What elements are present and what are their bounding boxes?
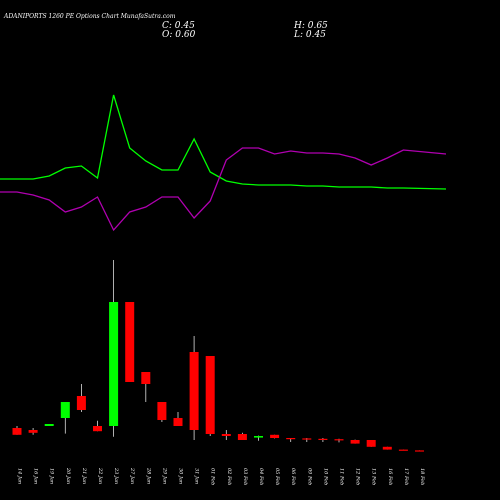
- candle-body-down: [141, 372, 151, 384]
- x-tick-label: 28 Jan: [145, 467, 151, 484]
- high-value: H: 0.65: [293, 21, 328, 31]
- candle: [221, 430, 231, 440]
- candle-body-down: [221, 434, 231, 436]
- candle-body-down: [334, 439, 344, 441]
- candle-body-down: [189, 352, 199, 430]
- candle: [302, 438, 312, 442]
- x-tick-label: 31 Jan: [194, 468, 200, 484]
- candle: [157, 402, 167, 422]
- close-value: C: 0.45: [162, 21, 195, 31]
- candle: [76, 384, 86, 412]
- x-tick-label: 05 Feb: [274, 468, 280, 485]
- candle: [173, 412, 183, 426]
- date-axis: 14 Jan 16 Jan 19 Jan 20 Jan 21 Jan 22 Jan 23 J…: [17, 467, 426, 485]
- candle-body-down: [350, 440, 360, 444]
- candle-body-down: [398, 449, 408, 451]
- candle-body-down: [173, 418, 183, 426]
- candle: [205, 356, 215, 436]
- candle: [109, 260, 119, 437]
- indicator-line-upper: [0, 94, 447, 190]
- candle-body-down: [157, 402, 167, 420]
- candle-body-down: [366, 440, 376, 447]
- candle-body-down: [270, 434, 280, 438]
- x-tick-label: 18 Feb: [419, 468, 425, 485]
- candle-body-down: [318, 438, 328, 440]
- x-tick-label: 14 Jan: [17, 468, 23, 484]
- x-tick-label: 23 Jan: [113, 467, 119, 484]
- x-tick-label: 06 Feb: [290, 468, 296, 485]
- candle: [12, 426, 22, 435]
- candle: [334, 438, 344, 443]
- candle: [189, 336, 199, 440]
- candle-body-up: [44, 424, 54, 426]
- candle: [366, 440, 376, 447]
- x-tick-label: 21 Jan: [81, 467, 87, 484]
- candle: [141, 372, 151, 402]
- candle-body-down: [415, 450, 424, 452]
- open-value: O: 0.60: [162, 30, 196, 40]
- x-tick-label: 22 Jan: [97, 467, 103, 484]
- candle-body-down: [12, 428, 22, 435]
- x-tick-label: 20 Jan: [65, 467, 71, 484]
- x-tick-label: 19 Jan: [49, 468, 55, 484]
- candle: [60, 402, 70, 434]
- candlestick-panel: [12, 260, 424, 452]
- x-tick-label: 29 Jan: [161, 467, 167, 484]
- low-value: L: 0.45: [293, 30, 326, 40]
- x-tick-label: 03 Feb: [242, 468, 248, 485]
- candle-body-up: [109, 302, 119, 426]
- candle: [44, 424, 54, 426]
- indicator-line-panel: [0, 94, 447, 232]
- chart-title: ADANIPORTS 1260 PE Options Chart MunafaS…: [3, 13, 176, 20]
- candle-body-up: [60, 402, 70, 418]
- candle-body-down: [382, 446, 392, 450]
- x-tick-label: 09 Feb: [306, 468, 312, 485]
- x-tick-label: 12 Feb: [355, 468, 361, 485]
- x-tick-label: 17 Feb: [403, 468, 409, 485]
- candle: [28, 428, 38, 435]
- candle-body-up: [254, 436, 263, 438]
- candle-body-down: [286, 438, 296, 440]
- candle: [382, 446, 392, 450]
- candle: [286, 438, 296, 442]
- x-tick-label: 16 Jan: [33, 468, 39, 484]
- x-tick-label: 11 Feb: [339, 468, 345, 485]
- x-tick-label: 02 Feb: [226, 468, 232, 485]
- x-tick-label: 04 Feb: [258, 468, 264, 485]
- candle-body-down: [237, 434, 247, 440]
- x-tick-label: 01 Feb: [210, 468, 216, 485]
- candle-body-down: [76, 396, 86, 410]
- x-tick-label: 13 Feb: [371, 468, 377, 485]
- x-tick-label: 10 Feb: [322, 468, 328, 485]
- x-tick-label: 16 Feb: [387, 468, 393, 485]
- candle: [350, 439, 360, 444]
- candle-body-down: [125, 302, 135, 382]
- candle: [318, 438, 328, 442]
- candle: [415, 450, 424, 452]
- x-tick-label: 27 Jan: [129, 467, 135, 484]
- indicator-line-lower: [0, 147, 447, 232]
- candle-body-down: [205, 356, 215, 434]
- x-tick-label: 30 Jan: [178, 468, 184, 484]
- candle: [398, 449, 408, 451]
- candle: [254, 435, 263, 441]
- candle: [270, 434, 280, 439]
- candle: [125, 302, 135, 382]
- candle-body-down: [93, 426, 102, 432]
- candle-body-down: [302, 438, 312, 440]
- candle-body-down: [28, 430, 38, 433]
- candle: [93, 420, 102, 432]
- candle: [237, 432, 247, 440]
